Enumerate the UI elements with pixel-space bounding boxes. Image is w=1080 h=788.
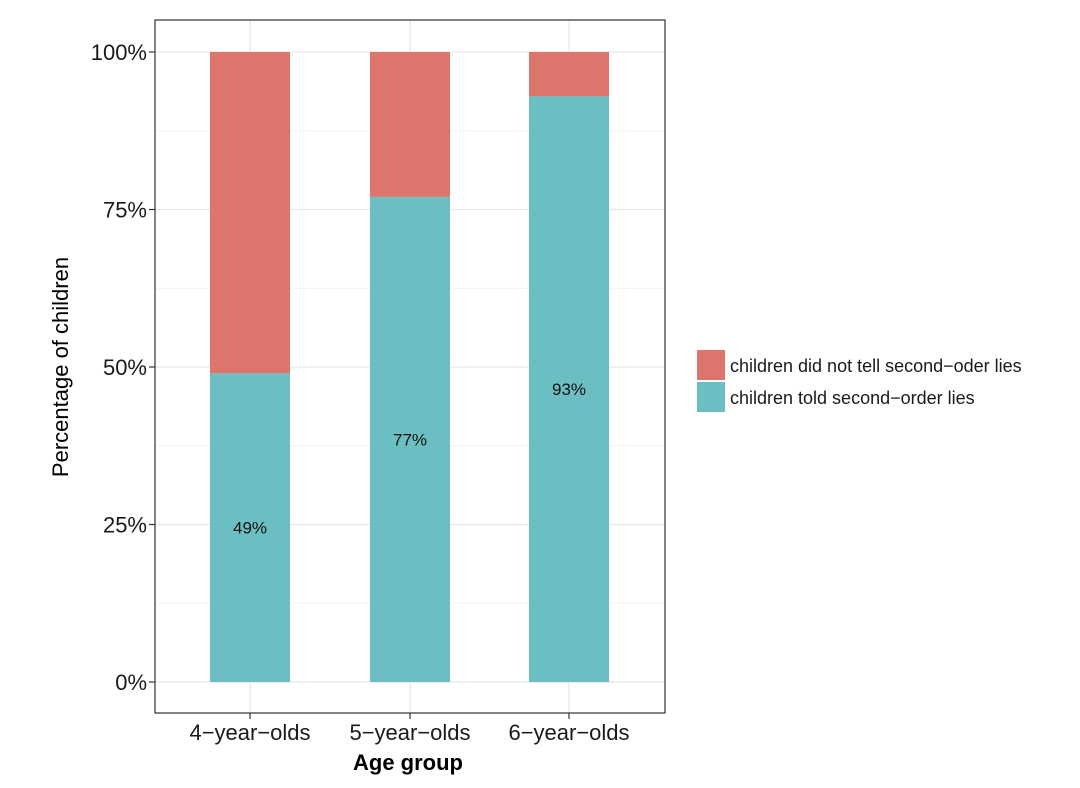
legend-swatch: [697, 382, 725, 412]
bar-value-label: 93%: [552, 380, 586, 399]
legend-swatch: [697, 350, 725, 380]
bar-segment: [529, 96, 609, 683]
y-axis: 0% 25% 50% 75% 100%: [91, 40, 155, 695]
bar-value-label: 49%: [233, 519, 267, 538]
bar-segment: [210, 373, 290, 682]
x-tick-label: 4−year−olds: [189, 720, 310, 745]
y-axis-title: Percentage of children: [48, 257, 73, 477]
y-tick-label: 75%: [103, 198, 147, 223]
legend-label: children told second−order lies: [730, 388, 975, 408]
y-tick-label: 0%: [115, 670, 147, 695]
bar-segment: [529, 52, 609, 97]
bar-segment: [370, 52, 450, 197]
bar-data-labels: 49% 77% 93%: [233, 380, 586, 538]
y-tick-label: 50%: [103, 355, 147, 380]
bar-value-label: 77%: [393, 430, 427, 449]
bar-segment: [370, 196, 450, 682]
x-tick-label: 5−year−olds: [349, 720, 470, 745]
legend: children did not tell second−oder lies ch…: [697, 350, 1022, 412]
y-tick-label: 100%: [91, 40, 147, 65]
x-axis-title: Age group: [353, 750, 463, 775]
x-axis: 4−year−olds 5−year−olds 6−year−olds: [189, 713, 630, 745]
legend-label: children did not tell second−oder lies: [730, 356, 1022, 376]
bar-segment: [210, 52, 290, 374]
x-tick-label: 6−year−olds: [508, 720, 629, 745]
bars: [210, 52, 609, 683]
y-tick-label: 25%: [103, 513, 147, 538]
